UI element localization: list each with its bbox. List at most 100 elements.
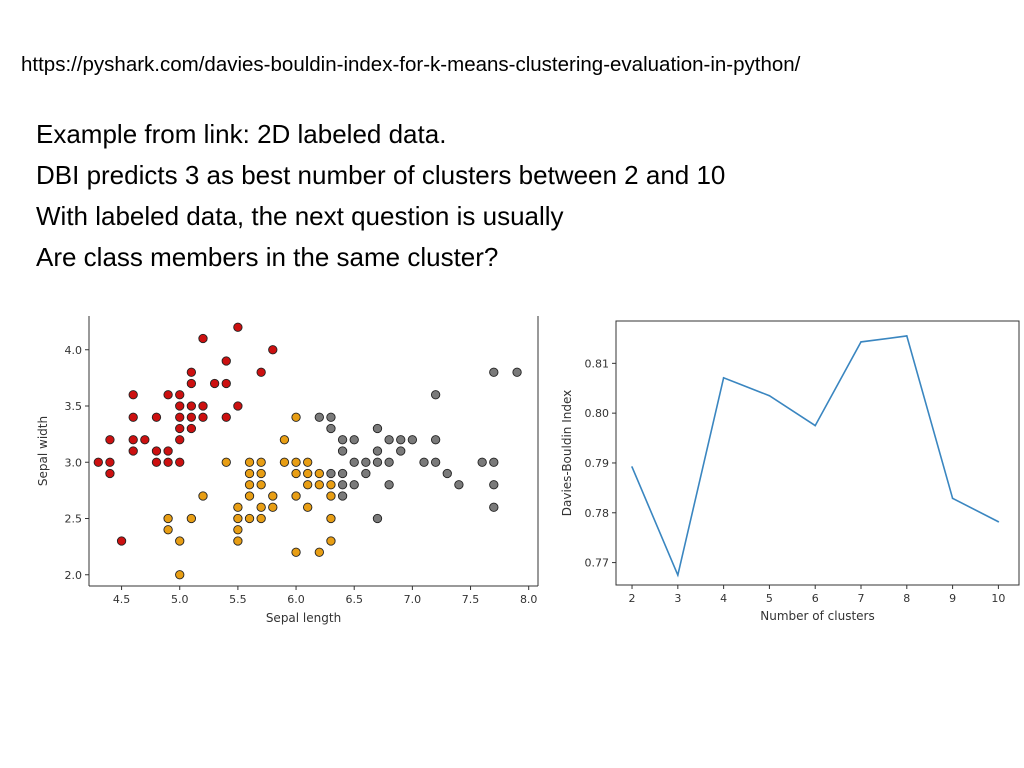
scatter-point-cluster-2: [233, 502, 243, 512]
scatter-point-cluster-2: [256, 513, 266, 524]
scatter-y-axis-label: Sepal width: [36, 416, 50, 486]
scatter-point-cluster-3: [361, 468, 371, 479]
line-x-tick-label: 10: [991, 592, 1005, 605]
scatter-point-cluster-2: [291, 491, 301, 501]
dbi-data-point: [722, 376, 725, 379]
source-url: https://pyshark.com/davies-bouldin-index…: [21, 53, 801, 76]
scatter-point-cluster-1: [105, 468, 115, 479]
scatter-y-tick-label: 2.0: [65, 569, 83, 582]
scatter-point-cluster-3: [326, 423, 336, 434]
scatter-point-cluster-2: [186, 513, 197, 524]
scatter-point-cluster-2: [244, 457, 255, 467]
scatter-point-cluster-1: [175, 435, 185, 445]
scatter-point-cluster-1: [128, 412, 138, 422]
scatter-point-cluster-1: [233, 322, 243, 332]
scatter-point-cluster-3: [372, 446, 383, 456]
note-line: DBI predicts 3 as best number of cluster…: [36, 160, 726, 190]
scatter-point-cluster-1: [105, 435, 115, 445]
scatter-y-tick-label: 3.0: [65, 456, 83, 469]
scatter-point-cluster-3: [430, 390, 441, 400]
scatter-point-cluster-3: [326, 412, 336, 422]
scatter-point-cluster-3: [396, 435, 406, 445]
scatter-x-axis-label: Sepal length: [266, 611, 341, 625]
scatter-point-cluster-2: [326, 480, 336, 490]
scatter-point-cluster-3: [314, 412, 324, 422]
scatter-x-tick-label: 7.5: [462, 593, 480, 606]
scatter-point-cluster-1: [221, 412, 231, 422]
scatter-point-cluster-3: [349, 457, 359, 467]
note-line: Are class members in the same cluster?: [36, 242, 499, 272]
dbi-data-point: [860, 341, 862, 343]
scatter-point-cluster-1: [151, 446, 162, 456]
dbi-data-point: [631, 466, 633, 468]
line-y-tick-label: 0.77: [585, 557, 610, 570]
scatter-point-cluster-1: [128, 435, 138, 445]
scatter-point-cluster-3: [442, 468, 452, 479]
scatter-point-cluster-2: [268, 491, 278, 501]
scatter-point-cluster-2: [163, 525, 173, 535]
scatter-point-cluster-1: [233, 401, 243, 411]
scatter-point-cluster-2: [326, 513, 336, 524]
scatter-point-cluster-1: [175, 412, 185, 422]
scatter-point-cluster-2: [198, 491, 208, 501]
scatter-point-cluster-2: [279, 457, 290, 467]
scatter-y-tick-label: 2.5: [65, 513, 83, 526]
scatter-point-cluster-1: [105, 457, 115, 467]
scatter-point-cluster-1: [116, 536, 127, 546]
line-y-tick-label: 0.81: [585, 357, 610, 370]
scatter-point-cluster-2: [244, 513, 255, 524]
scatter-point-cluster-3: [430, 435, 441, 445]
scatter-point-cluster-3: [337, 446, 348, 456]
scatter-point-cluster-1: [268, 345, 278, 355]
scatter-point-cluster-3: [349, 480, 359, 490]
scatter-point-cluster-3: [372, 457, 383, 467]
scatter-point-cluster-2: [314, 480, 324, 490]
scatter-point-cluster-2: [233, 536, 243, 546]
scatter-point-cluster-2: [303, 502, 313, 512]
scatter-point-cluster-1: [163, 446, 173, 456]
scatter-point-cluster-3: [489, 457, 499, 467]
scatter-point-cluster-1: [221, 378, 231, 389]
scatter-point-cluster-2: [163, 513, 173, 524]
scatter-x-tick-label: 6.0: [287, 593, 305, 606]
line-x-tick-label: 5: [766, 592, 773, 605]
scatter-point-cluster-3: [477, 457, 487, 467]
scatter-point-cluster-2: [326, 536, 336, 546]
dbi-data-point: [906, 335, 908, 337]
line-y-tick-label: 0.80: [585, 407, 610, 420]
scatter-point-cluster-3: [349, 435, 359, 445]
scatter-point-cluster-2: [244, 491, 255, 501]
scatter-point-cluster-1: [209, 378, 220, 389]
scatter-point-cluster-3: [337, 468, 348, 479]
scatter-point-cluster-2: [233, 513, 243, 524]
scatter-point-cluster-2: [256, 457, 266, 467]
scatter-point-cluster-2: [326, 491, 336, 501]
line-x-axis-label: Number of clusters: [760, 609, 874, 623]
scatter-point-cluster-1: [151, 457, 162, 467]
scatter-point-cluster-3: [384, 435, 394, 445]
scatter-point-cluster-1: [221, 356, 231, 366]
scatter-point-cluster-1: [175, 401, 185, 411]
scatter-point-cluster-3: [326, 468, 336, 479]
scatter-point-cluster-1: [128, 390, 138, 400]
line-x-tick-label: 7: [858, 592, 865, 605]
scatter-x-tick-label: 4.5: [113, 593, 131, 606]
scatter-x-tick-label: 7.0: [404, 593, 422, 606]
line-x-tick-label: 8: [903, 592, 910, 605]
scatter-point-cluster-3: [396, 446, 406, 456]
dbi-data-point: [768, 394, 771, 397]
scatter-point-cluster-1: [186, 401, 197, 411]
scatter-point-cluster-1: [175, 457, 185, 467]
line-x-tick-label: 4: [720, 592, 727, 605]
scatter-point-cluster-2: [256, 502, 266, 512]
scatter-point-cluster-2: [303, 480, 313, 490]
scatter-point-cluster-1: [186, 412, 197, 422]
note-line: With labeled data, the next question is …: [36, 201, 564, 231]
scatter-point-cluster-2: [314, 468, 324, 479]
scatter-point-cluster-1: [175, 423, 185, 434]
scatter-point-cluster-1: [163, 390, 173, 400]
line-y-tick-label: 0.78: [585, 507, 610, 520]
scatter-point-cluster-1: [151, 412, 162, 422]
scatter-point-cluster-3: [407, 435, 418, 445]
